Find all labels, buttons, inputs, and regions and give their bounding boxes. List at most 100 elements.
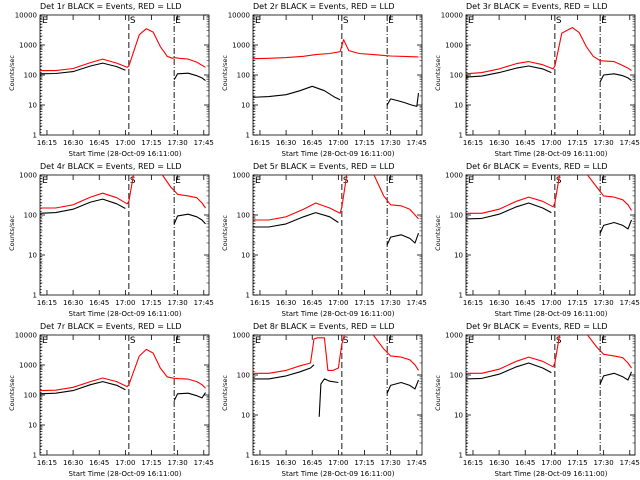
x-axis-label: Start Time (28-Oct-09 16:11:00) [281,470,395,478]
lld-series-line [40,175,206,209]
y-tick-label: 100 [24,392,37,400]
x-tick-label: 16:45 [89,139,109,147]
panel-title: Det 8r BLACK = Events, RED = LLD [253,322,395,331]
plot-area: 1 10 100 1000 16:15 16:30 16:45 17:00 17:15 17:30… [232,172,427,308]
x-tick-label: 16:45 [515,459,535,467]
y-tick-label: 1000 [19,172,37,180]
y-tick-label: 1 [459,132,463,140]
x-tick-label: 17:00 [115,459,135,467]
x-tick-label: 16:15 [463,459,483,467]
events-series-segment [253,85,341,101]
marker-label: E [468,336,474,346]
lld-series-line [466,175,632,214]
plot-area: 1 10 100 1000 16:15 16:30 16:45 17:00 17:15 17:30… [445,172,640,308]
y-tick-label: 10 [28,252,37,260]
x-axis-label: Start Time (28-Oct-09 16:11:00) [281,310,395,318]
panel-title: Det 9r BLACK = Events, RED = LLD [466,322,608,331]
y-tick-label: 1000 [445,42,463,50]
y-tick-label: 10000 [228,12,250,20]
y-tick-label: 100 [450,372,463,380]
x-tick-label: 17:00 [328,139,348,147]
y-tick-label: 100 [237,372,250,380]
lld-series-line [253,39,419,60]
detector-panel-6: Det 6r BLACK = Events, RED = LLD Start Ti… [426,160,640,320]
x-tick-label: 17:30 [594,139,614,147]
y-tick-label: 10 [454,102,463,110]
x-tick-label: 17:00 [115,299,135,307]
events-series-segment [466,362,552,380]
x-tick-label: 17:15 [567,299,587,307]
y-tick-label: 1000 [232,332,250,340]
marker-label: E [255,336,261,346]
marker-label: E [42,176,48,186]
x-tick-label: 16:30 [276,139,296,147]
y-tick-label: 1000 [445,332,463,340]
x-tick-label: 17:15 [141,139,161,147]
marker-label: E [175,336,181,346]
events-series-segment [253,364,315,380]
y-tick-label: 100 [24,212,37,220]
x-tick-label: 17:45 [194,459,214,467]
marker-label: E [468,176,474,186]
x-tick-label: 17:30 [381,139,401,147]
lld-series-line [466,27,632,75]
x-tick-label: 17:45 [407,299,427,307]
x-tick-label: 17:00 [541,139,561,147]
x-tick-label: 16:30 [276,299,296,307]
panel-title: Det 1r BLACK = Events, RED = LLD [40,2,182,11]
events-series-segment [386,233,420,246]
detector-panel-8: Det 8r BLACK = Events, RED = LLD Start Ti… [213,320,427,480]
x-tick-label: 16:15 [250,139,270,147]
y-tick-label: 100 [450,212,463,220]
x-tick-label: 16:15 [37,139,57,147]
detector-panel-7: Det 7r BLACK = Events, RED = LLD Start Ti… [0,320,214,480]
x-tick-label: 17:45 [407,459,427,467]
lld-series-line [253,175,419,221]
plot-frame [252,174,423,296]
x-tick-label: 17:15 [141,299,161,307]
x-tick-label: 17:00 [541,459,561,467]
y-tick-label: 10000 [441,12,463,20]
plot-frame [39,174,210,296]
y-tick-label: 10000 [15,12,37,20]
plot-area: 1 10 100 1000 16:15 16:30 16:45 17:00 17:15 17:30… [19,172,214,308]
plot-area: 1 10 100 1000 10000 16:15 16:30 16:45 17:00 17:15… [15,12,214,148]
lld-series-line [253,335,419,374]
plot-frame [39,334,210,456]
y-tick-label: 1 [246,292,250,300]
panel-title: Det 4r BLACK = Events, RED = LLD [40,162,182,171]
events-series-segment [40,381,126,395]
marker-label: S [130,16,136,26]
x-tick-label: 17:00 [328,299,348,307]
x-tick-label: 17:15 [354,459,374,467]
plot-frame [465,174,636,296]
panel-title: Det 5r BLACK = Events, RED = LLD [253,162,395,171]
x-axis-label: Start Time (28-Oct-09 16:11:00) [281,150,395,158]
events-series-segment [466,202,552,220]
y-tick-label: 100 [237,212,250,220]
y-tick-label: 1000 [19,362,37,370]
x-tick-label: 17:45 [620,139,640,147]
y-tick-label: 1000 [232,172,250,180]
detector-panel-3: Det 3r BLACK = Events, RED = LLD Start Ti… [426,0,640,160]
detector-panel-9: Det 9r BLACK = Events, RED = LLD Start Ti… [426,320,640,480]
panel-title: Det 2r BLACK = Events, RED = LLD [253,2,395,11]
events-series-segment [599,371,633,385]
x-tick-label: 17:15 [354,139,374,147]
detector-panel-5: Det 5r BLACK = Events, RED = LLD Start Ti… [213,160,427,320]
marker-label: E [601,336,607,346]
x-tick-label: 17:45 [620,459,640,467]
x-tick-label: 16:30 [63,299,83,307]
marker-label: E [388,176,394,186]
events-series-segment [318,378,339,417]
plot-frame [465,334,636,456]
y-tick-label: 1 [33,292,37,300]
marker-label: E [601,16,607,26]
x-tick-label: 16:15 [250,299,270,307]
y-tick-label: 1 [459,452,463,460]
marker-label: E [388,16,394,26]
plot-frame [465,14,636,136]
x-tick-label: 16:15 [37,459,57,467]
plot-area: 1 10 100 1000 10000 16:15 16:30 16:45 17:00 17:15… [15,332,214,468]
y-tick-label: 10 [28,102,37,110]
